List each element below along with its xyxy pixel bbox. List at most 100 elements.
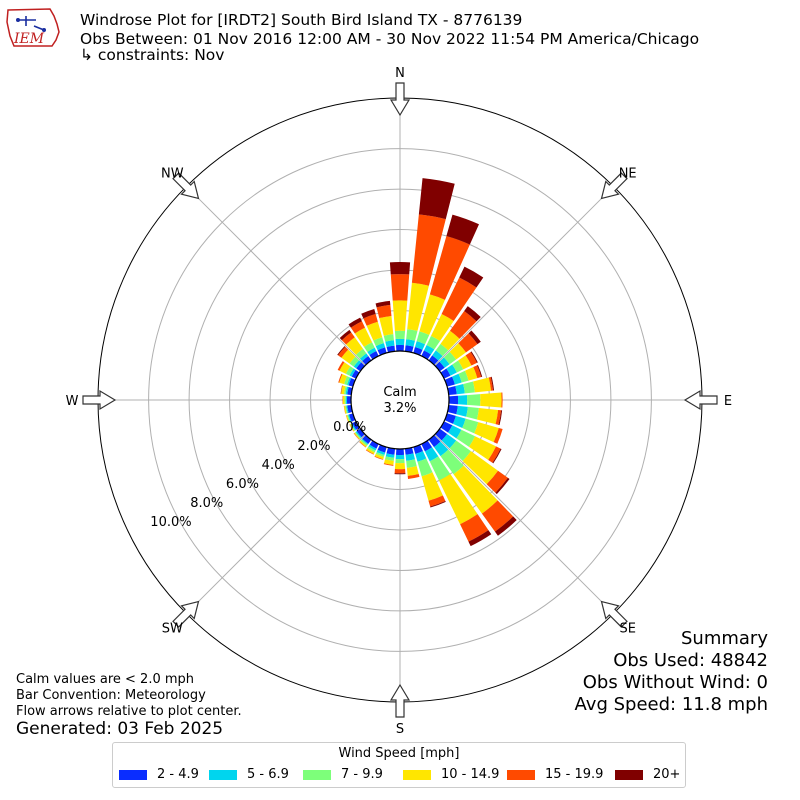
bar-dir130-bin6	[495, 477, 510, 495]
summary-title: Summary	[681, 628, 768, 649]
bar-dir110-bin1	[444, 413, 456, 424]
legend-item-6: 20+	[615, 767, 680, 782]
bar-dir310-bin2	[353, 360, 362, 369]
grid-spoke-3	[434, 434, 614, 614]
bar-dir190-bin4	[384, 459, 394, 465]
bar-dir280-bin3	[344, 386, 348, 395]
bar-dir80-bin4	[473, 377, 492, 393]
bar-dir180-bin5	[394, 469, 406, 474]
bar-dir190-bin3	[385, 456, 395, 461]
bar-dir350-bin6	[375, 300, 391, 308]
bar-dir240-bin1	[352, 421, 360, 430]
bar-dir230-bin1	[356, 428, 365, 438]
flow-arrow-shape	[82, 389, 117, 411]
bar-dir350-bin4	[379, 316, 394, 336]
bar-dir350-bin3	[383, 334, 394, 342]
bar-dir330-bin6	[348, 317, 362, 328]
flow-arrow-shape	[172, 172, 200, 200]
bar-dir20-bin6	[446, 214, 479, 245]
flow-arrow-shape	[172, 600, 200, 628]
bar-dir280-bin4	[341, 385, 346, 395]
bar-dir190-bin1	[386, 447, 396, 455]
bar-dir150-bin2	[424, 447, 439, 462]
legend-label-2: 5 - 6.9	[247, 767, 289, 782]
bar-dir50-bin2	[439, 357, 450, 368]
bar-dir50-bin6	[468, 330, 481, 345]
bar-dir210-bin3	[367, 446, 376, 453]
flow-arrow-NW	[172, 172, 200, 200]
flow-arrow-shape	[389, 82, 411, 117]
bar-dir250-bin2	[347, 414, 352, 423]
bar-dir40-bin2	[432, 350, 443, 361]
bar-dir120-bin4	[468, 436, 497, 460]
bar-dir120-bin1	[440, 421, 453, 433]
bar-dir130-bin5	[486, 470, 508, 493]
bar-dir340-bin5	[363, 313, 378, 326]
flow-arrow-shape	[600, 172, 628, 200]
legend-swatch-5	[507, 769, 535, 780]
bar-dir60-bin4	[458, 355, 472, 370]
bar-dir230-bin3	[354, 431, 361, 439]
bar-dir90-bin5	[501, 392, 503, 408]
bar-dir170-bin1	[404, 447, 414, 455]
generated-date: Generated: 03 Feb 2025	[16, 719, 224, 739]
bar-dir330-bin2	[367, 347, 377, 355]
bar-dir20-bin4	[419, 294, 445, 335]
bar-dir140-bin3	[440, 449, 464, 475]
bar-dir230-bin4	[354, 432, 361, 440]
bar-dir310-bin4	[341, 349, 356, 364]
bar-dir150-bin6	[468, 530, 492, 547]
bar-dir200-bin2	[376, 449, 386, 455]
bar-dir80-bin1	[447, 385, 457, 396]
bar-dir260-bin3	[345, 405, 348, 414]
bar-dir60-bin2	[446, 364, 457, 376]
compass-label-S: S	[396, 722, 404, 737]
bar-dir260-bin2	[346, 405, 349, 414]
legend-item-5: 15 - 19.9	[507, 767, 603, 782]
bar-dir310-bin3	[349, 356, 360, 367]
obs-used: Obs Used: 48842	[613, 650, 768, 671]
bar-dir30-bin6	[459, 266, 484, 288]
bar-dir330-bin4	[354, 327, 373, 347]
flow-arrow-N	[389, 82, 411, 117]
legend-item-4: 10 - 14.9	[403, 767, 499, 782]
bar-dir90-bin2	[457, 395, 468, 405]
bar-dir0-bin6	[389, 261, 411, 275]
bar-dir90-bin1	[448, 395, 459, 405]
bar-dir40-bin5	[449, 311, 477, 339]
bar-dir40-bin6	[464, 306, 481, 322]
bar-dir350-bin5	[376, 304, 392, 319]
legend-swatch-3	[303, 769, 331, 780]
obs-without-wind: Obs Without Wind: 0	[582, 672, 768, 693]
bar-dir220-bin1	[362, 435, 372, 444]
bar-dir330-bin3	[363, 342, 375, 352]
grid-spoke-7	[186, 186, 366, 366]
bar-dir260-bin5	[343, 405, 346, 414]
bar-dir100-bin2	[456, 405, 468, 417]
bar-dir120-bin3	[456, 429, 476, 447]
bar-dir270-bin1	[346, 396, 352, 404]
bar-dir0-bin2	[395, 338, 405, 346]
bar-dir210-bin5	[365, 449, 374, 455]
bar-dir350-bin1	[386, 345, 396, 353]
bar-dir140-bin4	[453, 465, 498, 514]
bar-dir180-bin4	[394, 462, 406, 470]
bar-dir40-bin4	[440, 330, 460, 351]
bar-dir200-bin5	[374, 456, 384, 460]
bar-dir310-bin5	[338, 346, 349, 358]
bar-dir10-bin6	[418, 178, 455, 220]
bar-dir30-bin3	[426, 335, 441, 350]
bar-dir240-bin5	[349, 424, 354, 432]
bar-dir190-bin5	[383, 463, 394, 466]
bar-dir160-bin5	[428, 495, 446, 507]
bar-dir280-bin2	[345, 386, 349, 395]
bar-dir130-bin2	[441, 433, 457, 449]
bar-dir240-bin4	[349, 423, 355, 432]
bar-dir100-bin6	[498, 410, 503, 426]
bar-dir240-bin3	[350, 423, 356, 431]
bar-dir160-bin6	[430, 501, 446, 508]
bar-dir150-bin4	[438, 474, 478, 525]
bar-dir10-bin1	[404, 345, 414, 353]
chart-subtitle: Obs Between: 01 Nov 2016 12:00 AM - 30 N…	[80, 30, 700, 48]
